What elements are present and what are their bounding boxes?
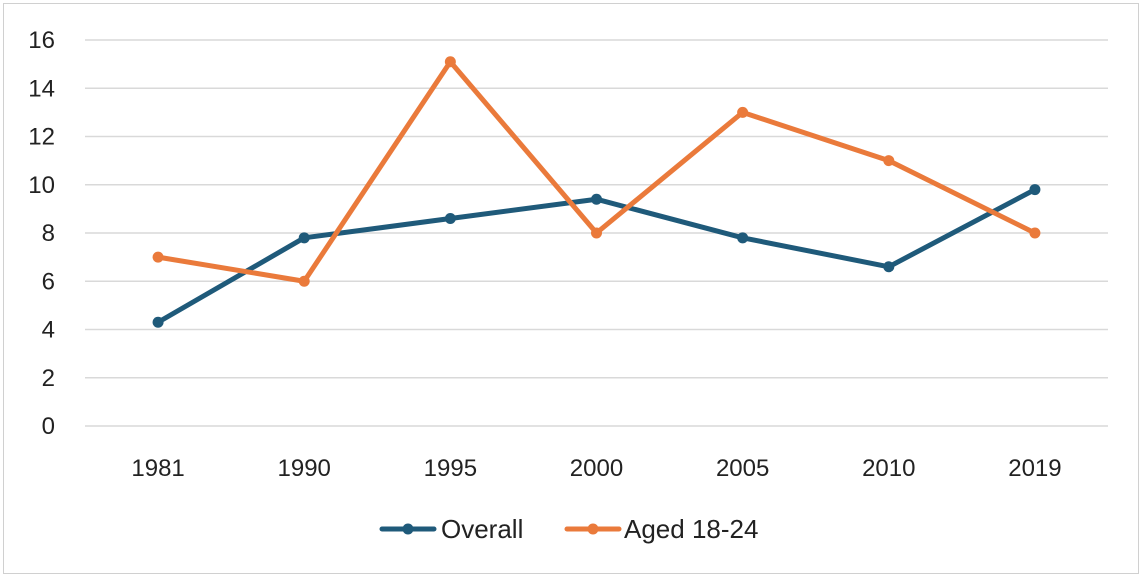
x-tick-label-1981: 1981 [131, 455, 184, 482]
y-tick-label-8: 8 [42, 220, 55, 247]
data-point-1-1990 [298, 232, 310, 244]
data-point-1-1995 [444, 213, 456, 225]
data-point-1-2005 [737, 232, 749, 244]
legend-marker-2 [587, 523, 599, 535]
x-axis-ticks: 1981 1990 1995 2000 2005 2010 2019 [131, 455, 1061, 482]
x-tick-label-2019: 2019 [1008, 455, 1061, 482]
data-point-1-2010 [883, 261, 895, 273]
data-point-2-2010 [883, 155, 895, 167]
data-point-2-1990 [298, 275, 310, 287]
y-tick-label-2: 2 [42, 365, 55, 392]
x-tick-label-1990: 1990 [278, 455, 331, 482]
series-line-1 [155, 187, 1038, 325]
y-tick-label-4: 4 [42, 317, 55, 344]
data-point-1-2000 [591, 193, 602, 205]
y-axis-ticks: 0 2 4 6 8 10 12 14 16 [28, 27, 55, 440]
x-tick-label-2010: 2010 [862, 455, 915, 482]
x-tick-label-2000: 2000 [570, 455, 623, 482]
chart-frame [3, 3, 1139, 574]
legend-item-1: Overall [379, 514, 523, 544]
y-tick-label-12: 12 [28, 124, 55, 151]
series-1 [152, 184, 1041, 328]
series-group [152, 56, 1041, 328]
y-tick-label-14: 14 [28, 75, 55, 102]
legend: Overall Aged 18-24 [379, 514, 758, 544]
x-tick-label-2005: 2005 [716, 455, 769, 482]
y-tick-label-16: 16 [28, 27, 55, 54]
legend-label-1: Overall [441, 514, 523, 544]
y-tick-label-6: 6 [42, 268, 55, 295]
legend-marker-1 [402, 523, 414, 535]
data-point-2-1981 [152, 251, 164, 263]
legend-item-2: Aged 18-24 [564, 514, 758, 544]
data-point-1-2019 [1029, 184, 1041, 196]
x-tick-label-1995: 1995 [424, 455, 477, 482]
data-point-1-1981 [152, 316, 164, 328]
data-point-2-2019 [1029, 227, 1041, 239]
data-point-2-2000 [591, 227, 602, 239]
y-tick-label-0: 0 [42, 413, 55, 440]
legend-label-2: Aged 18-24 [624, 514, 758, 544]
series-2 [152, 56, 1041, 287]
data-point-2-1995 [444, 56, 456, 68]
y-tick-label-10: 10 [28, 172, 55, 199]
data-point-2-2005 [737, 106, 749, 118]
